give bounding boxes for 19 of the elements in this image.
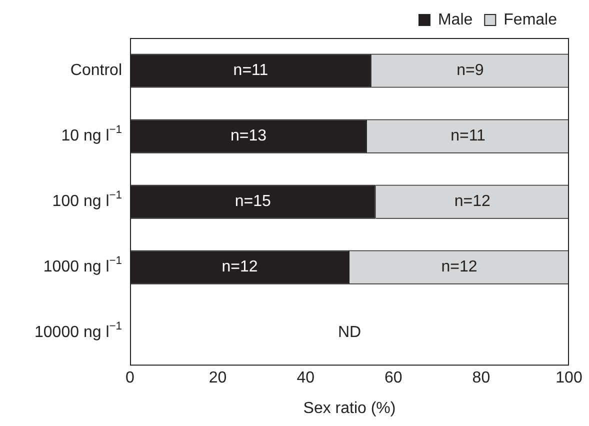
annotation: n=15 [234, 193, 272, 210]
x-tick-label: 0 [126, 370, 135, 387]
annotation: n=13 [230, 128, 267, 145]
x-tick-label: 80 [472, 370, 490, 387]
x-tick-label: 60 [384, 370, 402, 387]
annotation: ND [338, 324, 362, 342]
annotation: n=9 [456, 62, 484, 80]
legend-label: Male [438, 11, 473, 28]
legend-label: Female [504, 11, 558, 28]
x-tick-label: 20 [208, 370, 227, 387]
y-tick-label: Control [70, 62, 122, 80]
x-tick-label: 40 [296, 370, 315, 387]
annotation: n=12 [222, 258, 258, 276]
annotation: n=12 [454, 193, 491, 210]
annotation: n=11 [233, 62, 268, 80]
annotation: n=12 [441, 258, 478, 276]
x-tick-label: 100 [556, 370, 582, 387]
x-axis-title: Sex ratio (%) [303, 400, 396, 417]
annotation: n=11 [450, 128, 486, 145]
